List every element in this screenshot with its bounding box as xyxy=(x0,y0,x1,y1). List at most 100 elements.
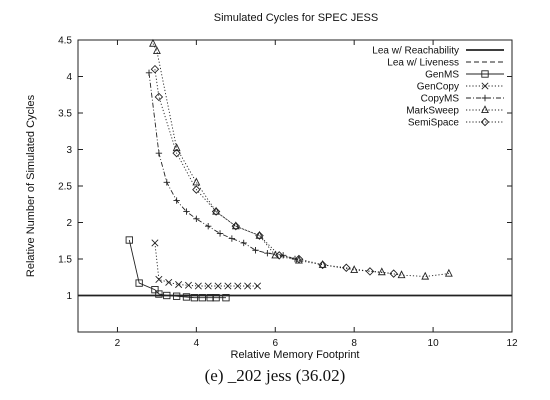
data-point-copyms xyxy=(228,235,236,242)
y-tick-label: 2.5 xyxy=(58,182,72,193)
data-point-marksweep xyxy=(421,271,430,280)
data-point-semispace xyxy=(365,267,375,276)
data-point-genms xyxy=(190,294,199,302)
data-point-copyms xyxy=(173,197,180,204)
y-axis-label: Relative Number of Simulated Cycles xyxy=(25,94,37,277)
data-point-semispace xyxy=(294,254,304,264)
data-point-gencopy xyxy=(151,239,159,247)
data-point-genms xyxy=(206,294,214,302)
data-point-semispace xyxy=(192,185,201,194)
y-tick-label: 1 xyxy=(66,291,72,302)
y-tick-label: 4.5 xyxy=(58,36,72,47)
data-point-semispace xyxy=(318,260,327,270)
series-genms xyxy=(125,236,230,302)
data-point-copyms xyxy=(240,239,247,247)
legend-label-gencopy: GenCopy xyxy=(417,82,459,93)
data-point-semispace xyxy=(389,269,398,278)
data-point-marksweep xyxy=(444,268,453,277)
x-tick-label: 10 xyxy=(428,338,440,349)
data-point-copyms xyxy=(252,247,259,254)
x-tick-label: 4 xyxy=(194,338,200,349)
data-point-semispace xyxy=(274,251,284,260)
legend-label-lea-w-liveness: Lea w/ Liveness xyxy=(387,58,459,69)
data-point-gencopy xyxy=(224,282,232,290)
data-point-copyms xyxy=(216,230,224,237)
data-point-genms xyxy=(155,290,163,298)
data-point-copyms xyxy=(145,69,153,77)
chart-figure: Simulated Cycles for SPEC JESS 2 4 6 8 10 121… xyxy=(25,12,518,360)
series-marksweep xyxy=(149,38,453,280)
data-point-semispace xyxy=(211,207,221,216)
data-point-marksweep xyxy=(271,250,280,259)
y-tick-label: 4 xyxy=(66,72,72,83)
legend-marker-semispace xyxy=(480,117,490,127)
y-tick-label: 1.5 xyxy=(58,255,72,266)
data-point-copyms xyxy=(193,215,200,223)
data-point-genms xyxy=(125,236,133,244)
series-semispace xyxy=(150,64,398,278)
legend-label-lea-w-reachability: Lea w/ Reachability xyxy=(372,46,459,57)
data-point-semispace xyxy=(231,221,241,231)
data-point-genms xyxy=(212,294,220,302)
data-point-copyms xyxy=(163,179,170,186)
data-point-genms xyxy=(151,286,159,294)
data-point-gencopy xyxy=(214,282,222,290)
legend-label-copyms: CopyMS xyxy=(421,94,460,105)
data-point-gencopy xyxy=(165,278,173,286)
series-line-genms xyxy=(128,239,226,299)
x-tick-label: 8 xyxy=(351,338,357,349)
y-tick-label: 3.5 xyxy=(58,109,72,120)
data-point-marksweep xyxy=(255,230,264,239)
data-point-gencopy xyxy=(253,282,262,290)
data-point-copyms xyxy=(155,149,163,157)
axes-layer: 2 4 6 8 10 12 1 1.5 2 2.5 3 3.5 4 4.5 xyxy=(58,36,518,350)
data-point-genms xyxy=(198,294,206,302)
x-tick-label: 12 xyxy=(506,338,518,349)
series-line-copyms xyxy=(148,72,296,260)
data-point-marksweep xyxy=(231,221,240,230)
data-point-semispace xyxy=(342,263,351,272)
series-line-semispace xyxy=(154,69,394,275)
data-point-gencopy xyxy=(175,281,183,289)
data-point-marksweep xyxy=(397,270,406,279)
data-point-genms xyxy=(135,279,143,287)
data-point-copyms xyxy=(264,249,271,257)
legend-marker-marksweep xyxy=(481,105,489,114)
data-point-marksweep xyxy=(152,46,161,54)
data-point-gencopy xyxy=(155,275,163,283)
legend-label-marksweep: MarkSweep xyxy=(406,106,459,117)
legend-marker-copyms xyxy=(481,94,489,102)
data-point-genms xyxy=(182,293,191,301)
data-point-gencopy xyxy=(234,282,242,290)
data-point-semispace xyxy=(150,64,160,74)
data-point-marksweep xyxy=(377,267,386,276)
data-point-marksweep xyxy=(212,206,221,215)
series-line-marksweep xyxy=(152,43,449,277)
data-point-genms xyxy=(163,291,171,300)
x-tick-label: 2 xyxy=(115,338,121,349)
data-point-gencopy xyxy=(204,282,212,290)
x-tick-label: 6 xyxy=(272,338,278,349)
series-copyms xyxy=(145,69,299,263)
chart-title: Simulated Cycles for SPEC JESS xyxy=(214,12,378,24)
data-point-semispace xyxy=(255,231,264,240)
legend-label-semispace: SemiSpace xyxy=(408,118,460,129)
data-point-genms xyxy=(222,294,230,302)
x-axis-label: Relative Memory Footprint xyxy=(231,349,360,360)
data-point-marksweep xyxy=(149,38,157,47)
legend-marker-gencopy xyxy=(481,82,489,90)
data-point-genms xyxy=(172,292,181,300)
data-point-marksweep xyxy=(192,177,201,186)
legend-marker-genms xyxy=(481,70,489,78)
series-line-gencopy xyxy=(154,242,258,287)
data-point-gencopy xyxy=(194,282,202,290)
y-tick-label: 3 xyxy=(66,145,72,156)
legend-label-genms: GenMS xyxy=(425,70,459,81)
data-point-gencopy xyxy=(184,281,192,289)
data-point-semispace xyxy=(154,92,164,102)
figure-caption: (e) _202 jess (36.02) xyxy=(204,366,346,385)
data-point-gencopy xyxy=(244,282,252,290)
y-tick-label: 2 xyxy=(66,218,72,229)
data-point-semispace xyxy=(172,148,181,158)
